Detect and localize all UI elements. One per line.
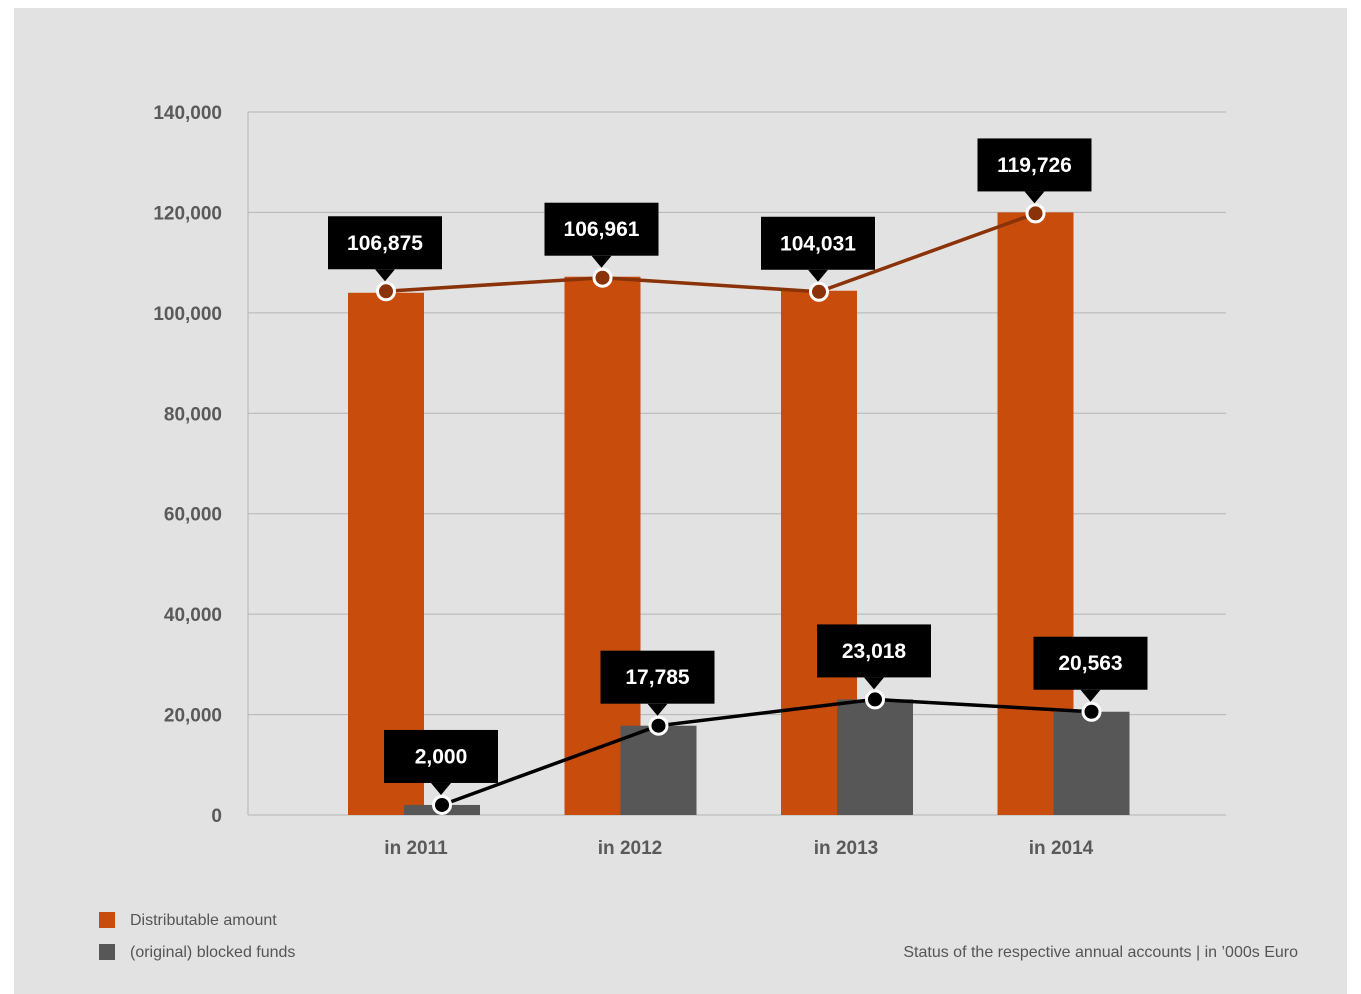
y-tick-label: 40,000	[164, 605, 222, 626]
data-label-blocked-pointer	[647, 703, 668, 716]
data-label-distributable-box	[544, 202, 659, 256]
y-tick-label: 80,000	[164, 404, 222, 425]
y-tick-label: 20,000	[164, 706, 222, 727]
data-label-distributable: 119,726	[997, 154, 1072, 177]
data-label-distributable: 106,961	[564, 218, 640, 241]
data-label-blocked: 20,563	[1058, 652, 1122, 675]
point-blocked	[648, 715, 669, 736]
bar-distributable	[564, 276, 641, 815]
data-label-blocked-pointer	[1080, 689, 1101, 702]
point-blocked	[432, 794, 452, 815]
y-tick-label: 120,000	[153, 203, 222, 224]
bar-blocked	[620, 725, 697, 815]
point-distributable	[376, 281, 396, 302]
x-tick-label: in 2013	[814, 838, 878, 859]
point-distributable	[592, 267, 613, 288]
y-tick-label: 0	[211, 806, 222, 827]
point-distributable	[1025, 203, 1046, 224]
legend-swatch	[99, 944, 115, 960]
line-blocked	[441, 697, 1092, 807]
y-tick-label: 140,000	[153, 103, 222, 124]
legend-label: Distributable amount	[130, 912, 277, 929]
data-label-distributable-pointer	[1024, 191, 1045, 204]
data-label-distributable: 104,031	[780, 232, 856, 255]
line-distributable	[385, 211, 1037, 294]
data-label-distributable-pointer	[808, 269, 828, 282]
legend-swatch	[99, 912, 115, 928]
point-blocked	[1081, 701, 1102, 722]
chart-background	[14, 8, 1347, 994]
point-blocked	[865, 689, 885, 710]
data-label-blocked-box	[817, 624, 931, 678]
data-label-blocked: 17,785	[625, 666, 690, 689]
chart-note: Status of the respective annual accounts…	[903, 944, 1298, 961]
bar-blocked	[837, 699, 913, 815]
point-distributable	[809, 281, 829, 302]
data-label-blocked-box	[1033, 636, 1148, 690]
y-tick-label: 100,000	[153, 304, 222, 325]
x-tick-label: in 2014	[1029, 838, 1094, 859]
data-label-distributable-pointer	[591, 255, 612, 268]
data-label-blocked: 2,000	[415, 745, 468, 768]
data-label-blocked-pointer	[431, 782, 451, 795]
data-label-blocked: 23,018	[842, 640, 907, 663]
data-label-distributable-pointer	[375, 269, 395, 282]
data-label-distributable-box	[328, 216, 442, 270]
data-label-distributable: 106,875	[347, 232, 423, 255]
legend-label: (original) blocked funds	[130, 944, 295, 961]
data-label-blocked-pointer	[864, 677, 884, 690]
x-tick-label: in 2012	[598, 838, 662, 859]
data-label-distributable-box	[977, 138, 1092, 192]
data-label-blocked-box	[384, 729, 498, 783]
bar-distributable	[348, 292, 424, 815]
data-label-blocked-box	[600, 650, 715, 704]
y-tick-label: 60,000	[164, 505, 222, 526]
data-label-distributable-box	[761, 216, 875, 270]
x-tick-label: in 2011	[384, 838, 448, 859]
bar-blocked	[1053, 711, 1130, 815]
